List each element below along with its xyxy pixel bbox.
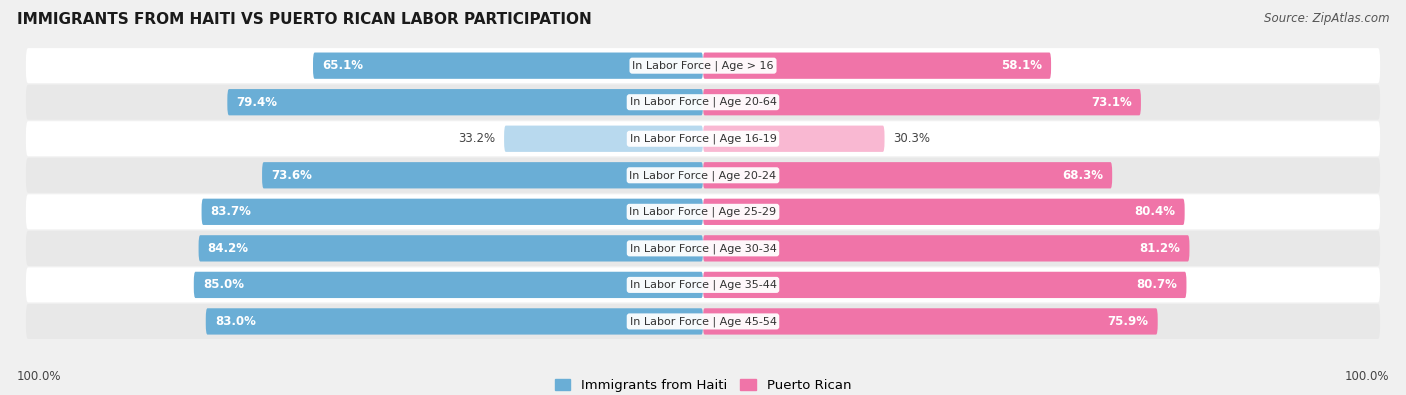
FancyBboxPatch shape (228, 89, 703, 115)
FancyBboxPatch shape (314, 53, 703, 79)
FancyBboxPatch shape (198, 235, 703, 261)
Text: 100.0%: 100.0% (17, 370, 62, 383)
FancyBboxPatch shape (25, 121, 1381, 156)
Text: In Labor Force | Age 30-34: In Labor Force | Age 30-34 (630, 243, 776, 254)
Text: 83.0%: 83.0% (215, 315, 256, 328)
Text: In Labor Force | Age > 16: In Labor Force | Age > 16 (633, 60, 773, 71)
Text: 81.2%: 81.2% (1140, 242, 1181, 255)
Text: 30.3%: 30.3% (893, 132, 931, 145)
Text: In Labor Force | Age 16-19: In Labor Force | Age 16-19 (630, 134, 776, 144)
FancyBboxPatch shape (262, 162, 703, 188)
Text: 79.4%: 79.4% (236, 96, 277, 109)
Text: In Labor Force | Age 20-64: In Labor Force | Age 20-64 (630, 97, 776, 107)
Text: 65.1%: 65.1% (322, 59, 363, 72)
Text: 84.2%: 84.2% (208, 242, 249, 255)
FancyBboxPatch shape (25, 304, 1381, 339)
Text: IMMIGRANTS FROM HAITI VS PUERTO RICAN LABOR PARTICIPATION: IMMIGRANTS FROM HAITI VS PUERTO RICAN LA… (17, 12, 592, 27)
FancyBboxPatch shape (201, 199, 703, 225)
Text: 80.4%: 80.4% (1135, 205, 1175, 218)
FancyBboxPatch shape (703, 199, 1185, 225)
Text: 83.7%: 83.7% (211, 205, 252, 218)
Text: Source: ZipAtlas.com: Source: ZipAtlas.com (1264, 12, 1389, 25)
FancyBboxPatch shape (703, 308, 1157, 335)
Text: 75.9%: 75.9% (1108, 315, 1149, 328)
FancyBboxPatch shape (703, 53, 1052, 79)
FancyBboxPatch shape (25, 231, 1381, 266)
Text: 80.7%: 80.7% (1136, 278, 1177, 292)
Text: 58.1%: 58.1% (1001, 59, 1042, 72)
Text: 73.6%: 73.6% (271, 169, 312, 182)
Text: In Labor Force | Age 20-24: In Labor Force | Age 20-24 (630, 170, 776, 181)
Text: In Labor Force | Age 45-54: In Labor Force | Age 45-54 (630, 316, 776, 327)
Text: 68.3%: 68.3% (1062, 169, 1104, 182)
FancyBboxPatch shape (703, 235, 1189, 261)
FancyBboxPatch shape (703, 89, 1140, 115)
Text: 85.0%: 85.0% (202, 278, 243, 292)
FancyBboxPatch shape (25, 158, 1381, 193)
FancyBboxPatch shape (703, 272, 1187, 298)
FancyBboxPatch shape (505, 126, 703, 152)
FancyBboxPatch shape (25, 194, 1381, 229)
Text: 33.2%: 33.2% (458, 132, 495, 145)
FancyBboxPatch shape (25, 48, 1381, 83)
Text: 100.0%: 100.0% (1344, 370, 1389, 383)
FancyBboxPatch shape (205, 308, 703, 335)
Text: In Labor Force | Age 35-44: In Labor Force | Age 35-44 (630, 280, 776, 290)
FancyBboxPatch shape (194, 272, 703, 298)
Text: 73.1%: 73.1% (1091, 96, 1132, 109)
Text: In Labor Force | Age 25-29: In Labor Force | Age 25-29 (630, 207, 776, 217)
FancyBboxPatch shape (25, 267, 1381, 303)
FancyBboxPatch shape (25, 85, 1381, 120)
Legend: Immigrants from Haiti, Puerto Rican: Immigrants from Haiti, Puerto Rican (550, 374, 856, 395)
FancyBboxPatch shape (703, 126, 884, 152)
FancyBboxPatch shape (703, 162, 1112, 188)
